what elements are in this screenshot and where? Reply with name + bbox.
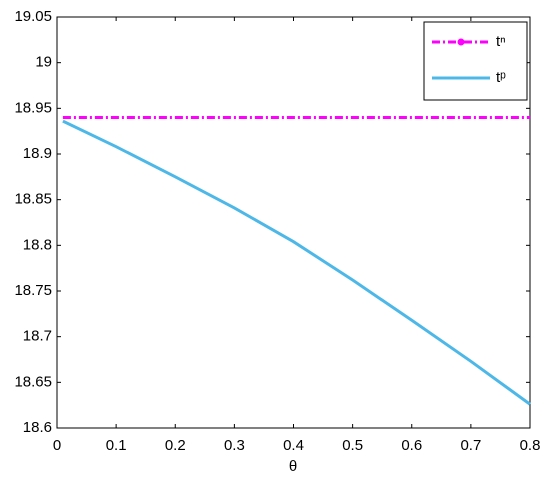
legend-label: tᵖ: [496, 69, 506, 86]
x-tick-label: 0.2: [165, 437, 186, 454]
x-tick-label: 0.4: [283, 437, 304, 454]
legend-marker: [457, 38, 465, 46]
legend-box: [423, 21, 528, 101]
x-tick-label: 0.6: [401, 437, 422, 454]
y-tick-label: 18.9: [23, 145, 52, 162]
x-tick-label: 0.7: [460, 437, 481, 454]
x-tick-label: 0.1: [106, 437, 127, 454]
series-line: [62, 119, 531, 406]
y-tick-label: 19.05: [14, 8, 52, 25]
x-tick-label: 0.8: [520, 437, 541, 454]
legend-label: tⁿ: [496, 33, 506, 50]
y-tick-label: 18.6: [23, 419, 52, 436]
y-tick-label: 18.8: [23, 236, 52, 253]
y-tick-label: 18.7: [23, 328, 52, 345]
y-tick-label: 18.65: [14, 373, 52, 390]
y-tick-label: 19: [35, 54, 52, 71]
y-tick-label: 18.75: [14, 282, 52, 299]
x-axis-label: θ: [289, 458, 297, 475]
x-tick-label: 0.3: [224, 437, 245, 454]
x-tick-label: 0.5: [342, 437, 363, 454]
y-tick-label: 18.85: [14, 191, 52, 208]
y-tick-label: 18.95: [14, 99, 52, 116]
x-tick-label: 0: [53, 437, 61, 454]
